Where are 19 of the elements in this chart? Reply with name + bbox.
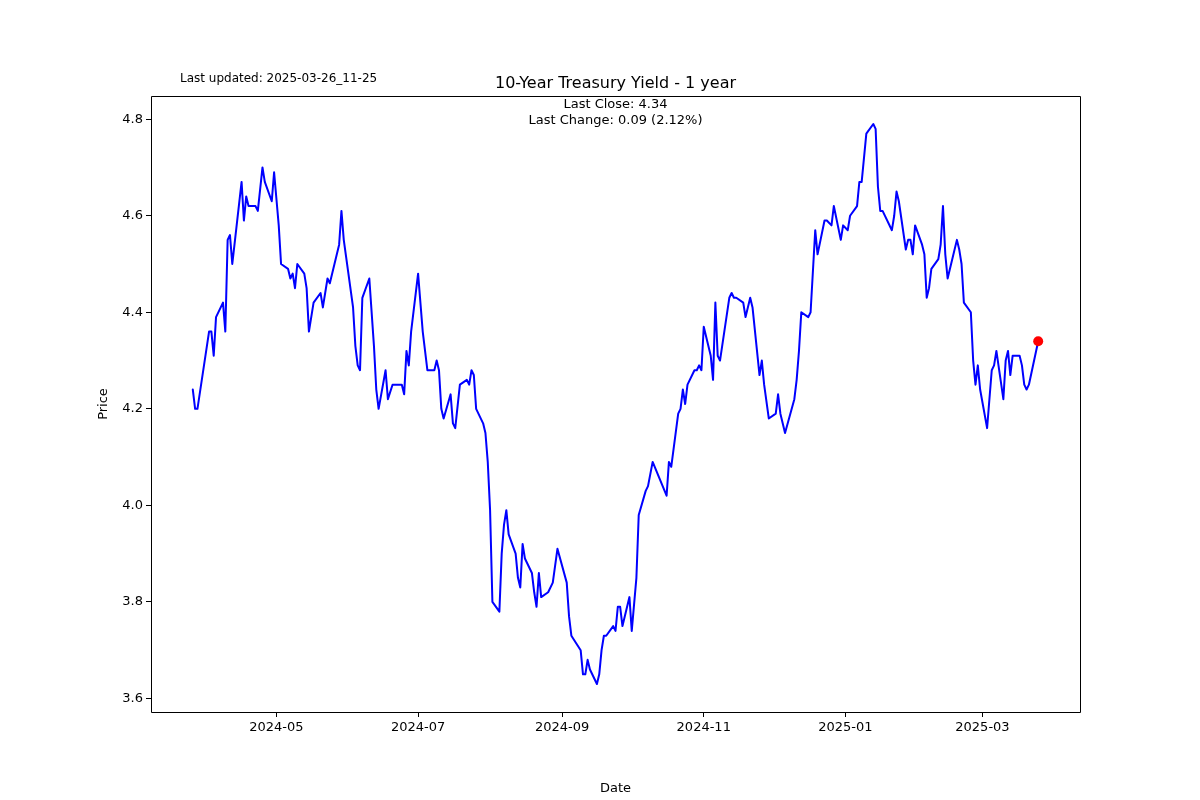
y-tick-label: 4.8 (122, 110, 143, 126)
x-tick-label: 2024-05 (249, 719, 304, 735)
x-tick-label: 2024-11 (676, 719, 731, 735)
y-tick-label: 4.0 (122, 496, 143, 512)
annotation: Last Close: 4.34 (563, 95, 668, 111)
y-axis-title: Price (95, 388, 111, 420)
y-tick-label: 4.6 (122, 207, 143, 223)
x-tick-label: 2024-07 (390, 719, 446, 735)
y-tick-label: 4.2 (122, 400, 143, 416)
chart-title: 10-Year Treasury Yield - 1 year (494, 73, 737, 93)
x-tick-label: 2025-01 (818, 719, 873, 735)
y-tick-label: 3.8 (122, 593, 143, 609)
x-axis-title: Date (599, 779, 632, 795)
y-tick-label: 4.4 (122, 303, 143, 319)
annotation: Last Change: 0.09 (2.12%) (528, 111, 703, 127)
x-tick-label: 2024-09 (534, 719, 590, 735)
x-tick-label: 2025-03 (955, 719, 1010, 735)
text: Last updated: 2025-03-26_11-25 (180, 71, 378, 86)
y-tick-label: 3.6 (122, 689, 143, 705)
